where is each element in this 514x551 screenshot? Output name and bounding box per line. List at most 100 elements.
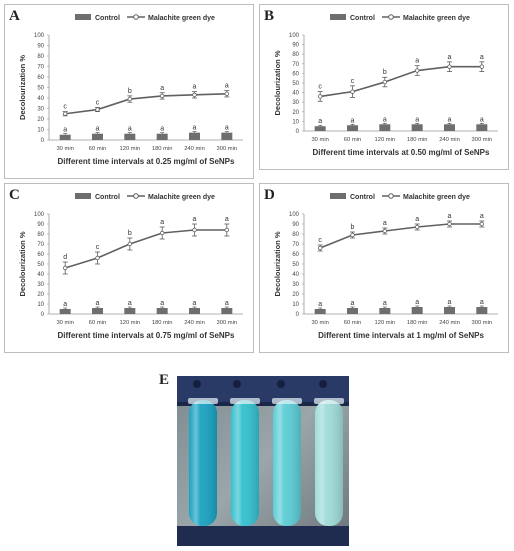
y-tick-label: 40 (292, 272, 299, 278)
dye-point (479, 64, 485, 69)
control-bar (379, 124, 391, 131)
x-tick-label: 300 min (472, 137, 493, 143)
legend-label-dye: Malachite green dye (403, 194, 470, 201)
legend-label-dye: Malachite green dye (148, 194, 215, 201)
legend-label-control: Control (350, 15, 375, 22)
test-tube-rim (272, 398, 302, 404)
dye-sig-letter: a (193, 84, 197, 91)
control-sig-letter: a (193, 300, 197, 307)
legend-marker-dye (388, 193, 394, 199)
x-tick-label: 300 min (217, 320, 238, 326)
legend-label-control: Control (95, 15, 120, 22)
control-bar (156, 133, 168, 140)
y-tick-label: 50 (37, 262, 44, 268)
x-tick-label: 300 min (472, 320, 493, 326)
y-axis-title: Decolourization % (18, 55, 27, 120)
control-sig-letter: a (415, 299, 419, 306)
y-tick-label: 70 (292, 242, 299, 248)
control-sig-letter: a (160, 126, 164, 133)
dye-line (320, 65, 482, 98)
dye-point (447, 221, 452, 227)
chart-a: Control Malachite green dye 0 10 20 30 40 50 60 7… (18, 14, 243, 166)
panel-b: B Control Malachite green dye 0 10 20 30 40 50 6… (259, 4, 509, 170)
legend-marker-dye (133, 193, 139, 199)
dye-point (192, 227, 197, 233)
rack-hole (277, 380, 285, 388)
control-sig-letter: a (225, 300, 229, 307)
y-tick-label: 20 (292, 292, 299, 298)
dye-sig-letter: d (63, 254, 67, 261)
dye-sig-letter: a (160, 219, 164, 226)
dye-sig-letter: c (96, 99, 100, 106)
dye-sig-letter: b (351, 224, 355, 231)
control-sig-letter: a (128, 126, 132, 133)
y-tick-label: 10 (37, 128, 44, 134)
dye-point (382, 228, 388, 234)
x-tick-label: 60 min (89, 146, 106, 152)
y-tick-label: 100 (34, 212, 45, 218)
y-tick-label: 80 (37, 54, 44, 60)
dye-sig-letter: a (225, 83, 229, 90)
test-tube-rim (314, 398, 344, 404)
control-bar (92, 308, 103, 314)
dye-point (447, 64, 452, 69)
control-sig-letter: a (160, 300, 164, 307)
y-tick-label: 30 (292, 282, 299, 288)
control-bar (476, 124, 488, 131)
y-tick-label: 30 (37, 282, 44, 288)
y-tick-label: 0 (41, 138, 45, 144)
control-bar (156, 308, 168, 314)
test-tube-rim (188, 398, 218, 404)
dye-point (62, 265, 68, 271)
x-tick-label: 30 min (311, 137, 328, 143)
control-sig-letter: a (63, 127, 67, 134)
y-axis-title: Decolourization % (273, 231, 282, 296)
y-tick-label: 40 (37, 96, 44, 102)
control-bar (347, 125, 358, 131)
y-tick-label: 90 (37, 222, 44, 228)
legend-marker-dye (133, 14, 139, 20)
legend-label-control: Control (95, 194, 120, 201)
y-tick-label: 10 (292, 302, 299, 308)
dye-sig-letter: a (448, 213, 452, 220)
y-tick-label: 40 (292, 91, 299, 97)
control-bar (379, 308, 391, 314)
x-tick-label: 30 min (56, 146, 73, 152)
control-bar (314, 126, 326, 131)
panel-letter-a: A (9, 8, 20, 24)
y-tick-label: 20 (37, 117, 44, 123)
test-tube-shine (315, 400, 343, 526)
legend-label-control: Control (350, 194, 375, 201)
dye-sig-letter: a (448, 54, 452, 61)
y-tick-label: 0 (296, 312, 300, 318)
dye-point (224, 227, 230, 233)
dye-point (127, 96, 133, 102)
control-sig-letter: a (96, 126, 100, 133)
control-sig-letter: a (225, 125, 229, 132)
x-tick-label: 240 min (439, 137, 460, 143)
y-tick-label: 60 (37, 75, 44, 81)
control-sig-letter: a (351, 300, 355, 307)
dye-sig-letter: b (128, 230, 132, 237)
dye-point (95, 107, 100, 112)
dye-point (224, 91, 230, 96)
control-sig-letter: a (480, 116, 484, 123)
x-tick-label: 30 min (56, 320, 73, 326)
y-tick-label: 60 (292, 252, 299, 258)
legend-swatch-control (330, 193, 346, 199)
control-bar (189, 132, 200, 140)
control-bar (221, 308, 233, 314)
dye-line (64, 229, 227, 269)
tube-rack-top (177, 376, 349, 402)
dye-point (350, 232, 355, 238)
panel-c: C Control Malachite green dye 0 10 20 30 40 50 6… (4, 183, 254, 353)
control-sig-letter: a (448, 299, 452, 306)
panel-letter-c: C (9, 187, 20, 203)
x-tick-label: 60 min (344, 320, 361, 326)
x-axis-title: Different time intervals at 0.50 mg/ml o… (313, 148, 490, 157)
tube-rack-edge (177, 402, 349, 406)
dye-point (414, 68, 420, 73)
control-sig-letter: a (448, 116, 452, 123)
x-tick-label: 180 min (152, 320, 173, 326)
dye-point (317, 245, 323, 251)
